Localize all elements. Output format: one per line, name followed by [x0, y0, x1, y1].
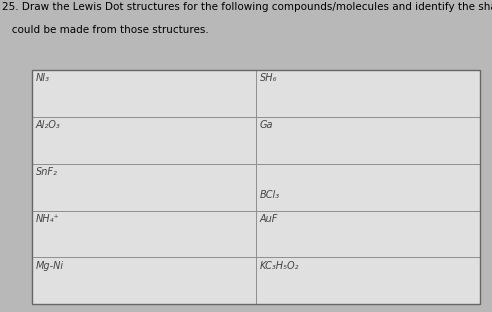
Bar — [32, 117, 256, 164]
Text: AuF: AuF — [260, 214, 278, 224]
Bar — [256, 117, 480, 164]
Bar — [256, 164, 480, 211]
Bar — [256, 70, 480, 117]
Text: SnF₂: SnF₂ — [36, 167, 58, 177]
Text: SH₆: SH₆ — [260, 73, 277, 83]
Text: Ga: Ga — [260, 120, 273, 130]
Text: Al₂O₃: Al₂O₃ — [36, 120, 61, 130]
Bar — [32, 164, 256, 211]
Bar — [32, 70, 256, 117]
Bar — [32, 211, 256, 257]
Bar — [256, 211, 480, 257]
Bar — [256, 257, 480, 304]
Text: could be made from those structures.: could be made from those structures. — [2, 25, 209, 35]
Text: BCl₃: BCl₃ — [260, 189, 280, 200]
Text: Mg-Ni: Mg-Ni — [36, 261, 64, 271]
Text: NH₄⁺: NH₄⁺ — [36, 214, 60, 224]
Bar — [32, 70, 480, 304]
Text: 25. Draw the Lewis Dot structures for the following compounds/molecules and iden: 25. Draw the Lewis Dot structures for th… — [2, 2, 492, 12]
Bar — [32, 257, 256, 304]
Text: KC₃H₅O₂: KC₃H₅O₂ — [260, 261, 299, 271]
Text: NI₃: NI₃ — [36, 73, 50, 83]
